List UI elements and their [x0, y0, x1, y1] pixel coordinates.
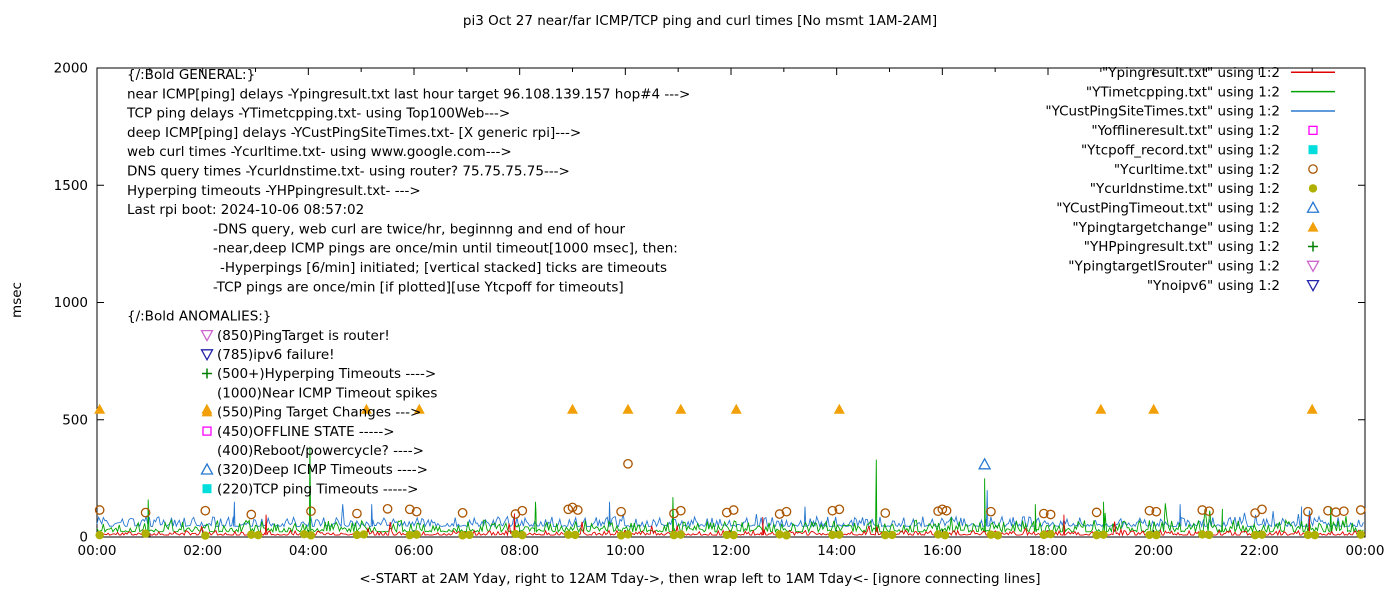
svg-text:"YTimetcpping.txt" using 1:2: "YTimetcpping.txt" using 1:2 — [1086, 84, 1280, 100]
svg-text:-Hyperpings [6/min] initiated;: -Hyperpings [6/min] initiated; [vertical… — [220, 260, 667, 276]
svg-text:(400)Reboot/powercycle? ---->: (400)Reboot/powercycle? ----> — [217, 443, 424, 459]
svg-text:04:00: 04:00 — [289, 543, 328, 559]
legend-entry: "Ynoipv6" using 1:2 — [1147, 278, 1320, 294]
svg-text:-TCP pings are once/min [if pl: -TCP pings are once/min [if plotted][use… — [213, 279, 624, 295]
svg-text:(550)Ping Target Changes --->: (550)Ping Target Changes ---> — [217, 405, 421, 421]
svg-text:1500: 1500 — [54, 178, 88, 194]
svg-text:Hyperping timeouts -YHPpingres: Hyperping timeouts -YHPpingresult.txt- -… — [127, 183, 421, 199]
scatter-series-Ypingtargetchange — [94, 403, 1318, 414]
svg-text:web curl times -Ycurltime.txt-: web curl times -Ycurltime.txt- using www… — [127, 144, 512, 160]
svg-text:"YCustPingTimeout.txt" using 1: "YCustPingTimeout.txt" using 1:2 — [1056, 200, 1280, 216]
svg-text:1000: 1000 — [54, 295, 88, 311]
svg-text:deep ICMP[ping] delays -YCustP: deep ICMP[ping] delays -YCustPingSiteTim… — [127, 125, 581, 141]
svg-text:(450)OFFLINE STATE ----->: (450)OFFLINE STATE -----> — [217, 424, 395, 440]
svg-text:-near,deep ICMP pings are once: -near,deep ICMP pings are once/min until… — [213, 241, 678, 257]
svg-text:"Ycurldnstime.txt" using 1:2: "Ycurldnstime.txt" using 1:2 — [1090, 181, 1280, 197]
svg-text:(1000)Near ICMP Timeout spikes: (1000)Near ICMP Timeout spikes — [217, 385, 437, 401]
svg-text:"Ypingresult.txt" using 1:2: "Ypingresult.txt" using 1:2 — [1102, 65, 1280, 81]
svg-text:"Ypingtargetchange" using 1:2: "Ypingtargetchange" using 1:2 — [1072, 220, 1280, 236]
svg-text:02:00: 02:00 — [183, 543, 222, 559]
svg-text:00:00: 00:00 — [78, 543, 117, 559]
svg-text:"YCustPingSiteTimes.txt" using: "YCustPingSiteTimes.txt" using 1:2 — [1045, 104, 1280, 120]
chart-title: pi3 Oct 27 near/far ICMP/TCP ping and cu… — [462, 13, 938, 29]
svg-text:08:00: 08:00 — [500, 543, 539, 559]
svg-text:06:00: 06:00 — [395, 543, 434, 559]
svg-text:(500+)Hyperping Timeouts ---->: (500+)Hyperping Timeouts ----> — [217, 366, 436, 382]
svg-text:18:00: 18:00 — [1029, 543, 1068, 559]
legend-entry: "Ycurldnstime.txt" using 1:2 — [1090, 181, 1318, 197]
svg-text:"Yofflineresult.txt" using 1:2: "Yofflineresult.txt" using 1:2 — [1091, 123, 1280, 139]
y-axis-label: msec — [9, 282, 25, 318]
plot-annotations: {/:Bold GENERAL:} near ICMP[ping] delays … — [126, 67, 690, 497]
svg-text:22:00: 22:00 — [1240, 543, 1279, 559]
svg-text:{/:Bold ANOMALIES:}: {/:Bold ANOMALIES:} — [127, 309, 271, 325]
svg-text:(220)TCP ping Timeouts ----->: (220)TCP ping Timeouts -----> — [217, 481, 419, 497]
legend-entry: "Yofflineresult.txt" using 1:2 — [1091, 123, 1318, 139]
svg-text:10:00: 10:00 — [606, 543, 645, 559]
svg-text:(320)Deep ICMP Timeouts ---->: (320)Deep ICMP Timeouts ----> — [217, 462, 428, 478]
svg-text:12:00: 12:00 — [712, 543, 751, 559]
plot-legend: "Ypingresult.txt" using 1:2 "YTimetcpping… — [1045, 65, 1335, 294]
svg-text:20:00: 20:00 — [1134, 543, 1173, 559]
svg-text:"Ytcpoff_record.txt" using 1:2: "Ytcpoff_record.txt" using 1:2 — [1081, 142, 1280, 158]
legend-entry: "Ytcpoff_record.txt" using 1:2 — [1081, 142, 1318, 158]
svg-text:(785)ipv6 failure!: (785)ipv6 failure! — [217, 347, 335, 363]
legend-entry: "YCustPingTimeout.txt" using 1:2 — [1056, 200, 1320, 216]
x-axis-label: <-START at 2AM Yday, right to 12AM Tday-… — [359, 571, 1041, 587]
svg-text:00:00: 00:00 — [1346, 543, 1385, 559]
legend-entry: "Ypingtargetchange" using 1:2 — [1072, 220, 1319, 236]
svg-text:"YpingtargetISrouter" using 1:: "YpingtargetISrouter" using 1:2 — [1068, 259, 1280, 275]
svg-text:"Ynoipv6" using 1:2: "Ynoipv6" using 1:2 — [1147, 278, 1280, 294]
legend-entry: "YCustPingSiteTimes.txt" using 1:2 — [1045, 104, 1335, 120]
legend-entry: "YHPpingresult.txt" using 1:2 — [1084, 239, 1318, 255]
legend-entry: "Ypingresult.txt" using 1:2 — [1102, 65, 1335, 81]
line-series-YTimetcpping.txt — [96, 446, 1364, 534]
legend-entry: "YpingtargetISrouter" using 1:2 — [1068, 259, 1320, 275]
legend-entry: "Ycurltime.txt" using 1:2 — [1114, 162, 1318, 178]
legend-entry: "YTimetcpping.txt" using 1:2 — [1086, 84, 1335, 100]
svg-text:(850)PingTarget is router!: (850)PingTarget is router! — [217, 328, 390, 344]
svg-text:16:00: 16:00 — [923, 543, 962, 559]
svg-text:"Ycurltime.txt" using 1:2: "Ycurltime.txt" using 1:2 — [1114, 162, 1280, 178]
svg-text:Last rpi boot: 2024-10-06 08:5: Last rpi boot: 2024-10-06 08:57:02 — [127, 202, 364, 218]
svg-text:2000: 2000 — [54, 61, 88, 77]
svg-text:TCP ping delays -YTimetcpping.: TCP ping delays -YTimetcpping.txt- using… — [126, 106, 510, 122]
svg-text:0: 0 — [79, 530, 88, 546]
svg-text:14:00: 14:00 — [817, 543, 856, 559]
svg-text:DNS query times -Ycurldnstime.: DNS query times -Ycurldnstime.txt- using… — [127, 164, 570, 180]
scatter-series-YCustPingTimeout.txt — [978, 457, 992, 470]
svg-text:-DNS query, web curl are twice: -DNS query, web curl are twice/hr, begin… — [213, 221, 626, 237]
svg-text:500: 500 — [62, 412, 88, 428]
scatter-series-Ycurltime.txt — [94, 458, 1366, 520]
svg-text:"YHPpingresult.txt" using 1:2: "YHPpingresult.txt" using 1:2 — [1084, 239, 1280, 255]
svg-text:near ICMP[ping] delays -Ypingr: near ICMP[ping] delays -Ypingresult.txt … — [127, 86, 690, 102]
scatter-series-Ycurldnstime.txt — [95, 529, 1365, 540]
svg-text:{/:Bold GENERAL:}: {/:Bold GENERAL:} — [127, 67, 255, 83]
